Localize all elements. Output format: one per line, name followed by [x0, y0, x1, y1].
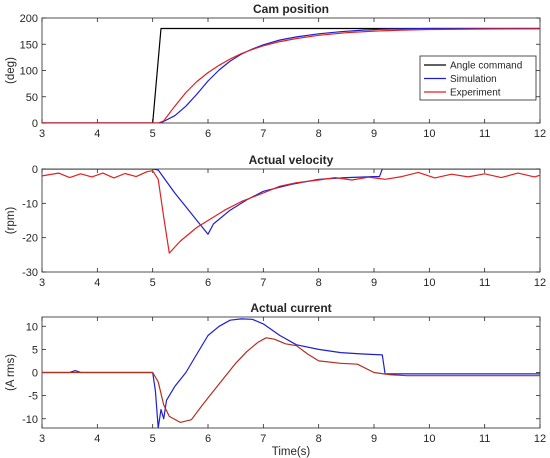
cam-position-y-tick-label: 50 [26, 92, 38, 104]
cam-position-x-tick-label: 8 [316, 128, 322, 140]
legend-label-experiment: Experiment [450, 88, 501, 99]
cam-position-x-tick-label: 12 [534, 128, 546, 140]
legend-label-angle-command: Angle command [450, 61, 522, 72]
actual-current-x-tick-label: 3 [39, 433, 45, 445]
actual-current-x-tick-label: 11 [479, 433, 490, 445]
actual-current-y-tick-label: -5 [28, 391, 38, 403]
actual-velocity-x-tick-label: 10 [423, 277, 435, 289]
cam-position-y-axis-label: (deg) [5, 57, 17, 84]
actual-velocity-y-tick-label: -10 [22, 198, 38, 210]
actual-velocity-title: Actual velocity [249, 153, 334, 167]
actual-current-x-tick-label: 8 [316, 433, 322, 445]
actual-current-x-tick-label: 6 [205, 433, 211, 445]
cam-position-x-tick-label: 9 [371, 128, 377, 140]
actual-current-x-axis-label: Time(s) [272, 446, 311, 458]
actual-current-y-tick-label: -10 [22, 414, 38, 426]
actual-velocity-x-tick-label: 5 [150, 277, 156, 289]
actual-current-x-tick-label: 12 [534, 433, 546, 445]
actual-current-x-tick-label: 10 [423, 433, 435, 445]
actual-current-chart: Actual current 3 4 5 6 7 8 9 10 11 12 -10 -5 0 5 10 (A r… [5, 301, 546, 458]
actual-velocity-x-tick-label: 11 [479, 277, 490, 289]
actual-velocity-x-tick-label: 8 [316, 277, 322, 289]
legend-label-simulation: Simulation [450, 74, 497, 85]
actual-current-x-tick-label: 4 [94, 433, 100, 445]
cam-position-title: Cam position [253, 2, 329, 16]
actual-velocity-x-tick-label: 12 [534, 277, 546, 289]
actual-current-y-axis-label: (A rms) [5, 354, 17, 391]
actual-current-y-tick-label: 0 [32, 368, 38, 380]
cam-position-x-tick-label: 4 [94, 128, 100, 140]
cam-position-x-tick-label: 7 [260, 128, 266, 140]
actual-velocity-simulation-line [42, 169, 540, 235]
cam-position-x-tick-label: 6 [205, 128, 211, 140]
cam-position-chart: Cam position 3 4 5 6 7 8 9 10 11 12 0 50 100 150 200 (de… [5, 2, 546, 140]
cam-position-x-tick-label: 5 [150, 128, 156, 140]
cam-position-x-tick-label: 3 [39, 128, 45, 140]
actual-current-x-tick-label: 9 [371, 433, 377, 445]
actual-velocity-y-tick-label: 0 [32, 164, 38, 176]
cam-position-x-tick-label: 10 [423, 128, 435, 140]
cam-position-y-tick-label: 200 [20, 13, 38, 25]
actual-current-y-tick-label: 10 [26, 321, 38, 333]
actual-velocity-plot-area [41, 168, 541, 273]
actual-current-experiment-line [42, 337, 540, 423]
actual-current-title: Actual current [250, 301, 331, 315]
actual-velocity-x-tick-label: 4 [94, 277, 100, 289]
cam-position-x-tick-label: 11 [479, 128, 490, 140]
actual-current-x-tick-label: 5 [150, 433, 156, 445]
cam-position-y-tick-label: 0 [32, 118, 38, 130]
actual-velocity-y-axis-label: (rpm) [5, 207, 17, 235]
actual-velocity-x-tick-label: 7 [260, 277, 266, 289]
cam-position-y-tick-label: 100 [20, 66, 38, 78]
actual-velocity-y-tick-label: -30 [22, 267, 38, 279]
actual-velocity-chart: Actual velocity 3 4 5 6 7 8 9 10 11 12 -30 -20 -10 0 (r… [5, 153, 546, 289]
actual-velocity-y-tick-label: -20 [22, 233, 38, 245]
actual-velocity-experiment-line [42, 170, 540, 254]
actual-velocity-x-tick-label: 6 [205, 277, 211, 289]
cam-position-y-tick-label: 150 [20, 39, 38, 51]
cam-position-angle-command-line [42, 27, 540, 123]
cam-position-experiment-line [42, 28, 540, 123]
actual-velocity-x-tick-label: 3 [39, 277, 45, 289]
actual-current-simulation-line [42, 318, 540, 428]
actual-current-x-tick-label: 7 [260, 433, 266, 445]
actual-velocity-x-tick-label: 9 [371, 277, 377, 289]
actual-current-y-tick-label: 5 [32, 344, 38, 356]
